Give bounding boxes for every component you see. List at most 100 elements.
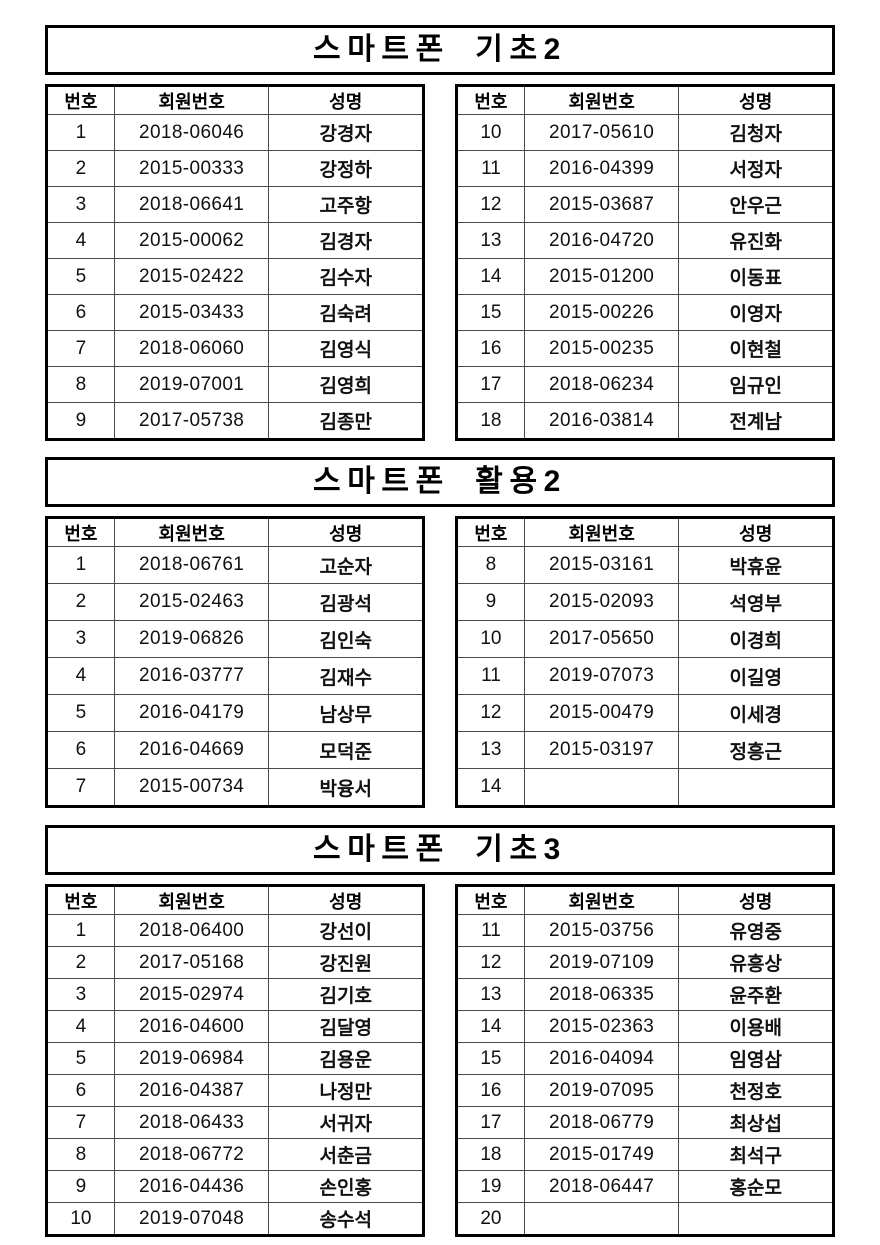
cell-number: 12: [456, 946, 525, 979]
table-row: 6 2016-04669 모덕준: [46, 731, 424, 769]
table-row: 9 2017-05738 김종만: [46, 402, 424, 440]
section-basic-3: 스마트폰 기초3 번호 회원번호 성명 1 2018-06400 강선이 2 2017-051…: [45, 825, 835, 1237]
section-title: 스마트폰 기초2: [45, 25, 835, 75]
cell-number: 19: [456, 1170, 525, 1203]
cell-member-id: 2015-00235: [523, 330, 680, 367]
cell-name: 서정자: [678, 150, 834, 187]
cell-name: 모덕준: [268, 731, 424, 769]
cell-number: 20: [456, 1202, 525, 1236]
table-row: 10 2019-07048 송수석: [46, 1202, 424, 1236]
cell-name: 고주항: [268, 186, 424, 223]
cell-number: 9: [46, 1170, 115, 1203]
table-row: 3 2018-06641 고주항: [46, 186, 424, 223]
cell-name: 정흥근: [678, 731, 834, 769]
cell-member-id: 2019-07073: [523, 657, 680, 695]
cell-name: 김용운: [268, 1042, 424, 1075]
cell-name: 서귀자: [268, 1106, 424, 1139]
cell-name: 임영삼: [678, 1042, 834, 1075]
cell-number: 18: [456, 1138, 525, 1171]
table-row: 7 2015-00734 박융서: [46, 768, 424, 807]
cell-member-id: [523, 1202, 680, 1236]
cell-number: 8: [456, 546, 525, 584]
cell-member-id: 2016-04387: [113, 1074, 270, 1107]
cell-member-id: 2019-07109: [523, 946, 680, 979]
cell-name: 강선이: [268, 914, 424, 947]
cell-name: 박융서: [268, 768, 424, 807]
cell-number: 17: [456, 366, 525, 403]
tables-row: 번호 회원번호 성명 1 2018-06400 강선이 2 2017-05168 강진원 3 201…: [45, 884, 835, 1237]
header-cell: 번호: [46, 885, 115, 915]
cell-name: 임규인: [678, 366, 834, 403]
cell-name: 홍순모: [678, 1170, 834, 1203]
cell-number: 12: [456, 186, 525, 223]
section-advanced-2: 스마트폰 활용2 번호 회원번호 성명 1 2018-06761 고순자 2 2015-024…: [45, 457, 835, 808]
cell-number: 13: [456, 222, 525, 259]
table-row: 2 2015-00333 강정하: [46, 150, 424, 187]
cell-name: 석영부: [678, 583, 834, 621]
table-row: 10 2017-05610 김청자: [456, 114, 834, 151]
cell-name: 고순자: [268, 546, 424, 584]
cell-member-id: 2018-06779: [523, 1106, 680, 1139]
cell-number: 2: [46, 583, 115, 621]
table-row: 1 2018-06400 강선이: [46, 914, 424, 947]
cell-number: 10: [456, 620, 525, 658]
table-row: 9 2016-04436 손인홍: [46, 1170, 424, 1203]
header-row: 번호 회원번호 성명: [46, 85, 424, 115]
cell-name: 김수자: [268, 258, 424, 295]
cell-name: 안우근: [678, 186, 834, 223]
table-row: 2 2017-05168 강진원: [46, 946, 424, 979]
cell-member-id: 2018-06046: [113, 114, 270, 151]
cell-member-id: 2019-06826: [113, 620, 270, 658]
cell-name: 전계남: [678, 402, 834, 440]
cell-member-id: 2015-00734: [113, 768, 270, 807]
cell-member-id: 2019-06984: [113, 1042, 270, 1075]
cell-name: 김경자: [268, 222, 424, 259]
cell-member-id: 2018-06641: [113, 186, 270, 223]
cell-number: 6: [46, 1074, 115, 1107]
table-row: 5 2015-02422 김수자: [46, 258, 424, 295]
cell-member-id: 2016-04669: [113, 731, 270, 769]
table-row: 14: [456, 768, 834, 807]
cell-member-id: 2016-04094: [523, 1042, 680, 1075]
cell-number: 4: [46, 222, 115, 259]
cell-member-id: 2015-03433: [113, 294, 270, 331]
table-row: 5 2019-06984 김용운: [46, 1042, 424, 1075]
cell-name: [678, 768, 834, 807]
table-row: 4 2016-03777 김재수: [46, 657, 424, 695]
table-row: 8 2018-06772 서춘금: [46, 1138, 424, 1171]
cell-member-id: 2018-06761: [113, 546, 270, 584]
header-cell: 성명: [268, 85, 424, 115]
header-cell: 번호: [456, 85, 525, 115]
cell-number: 15: [456, 1042, 525, 1075]
cell-member-id: 2016-03814: [523, 402, 680, 440]
cell-number: 1: [46, 546, 115, 584]
table-row: 4 2015-00062 김경자: [46, 222, 424, 259]
table-row: 2 2015-02463 김광석: [46, 583, 424, 621]
table-row: 4 2016-04600 김달영: [46, 1010, 424, 1043]
table-row: 11 2019-07073 이길영: [456, 657, 834, 695]
cell-member-id: 2017-05168: [113, 946, 270, 979]
cell-name: 김인숙: [268, 620, 424, 658]
header-cell: 회원번호: [523, 885, 680, 915]
cell-name: 이길영: [678, 657, 834, 695]
cell-number: 8: [46, 366, 115, 403]
table-row: 3 2019-06826 김인숙: [46, 620, 424, 658]
table-row: 18 2015-01749 최석구: [456, 1138, 834, 1171]
cell-name: 이현철: [678, 330, 834, 367]
cell-name: 송수석: [268, 1202, 424, 1236]
cell-number: 6: [46, 294, 115, 331]
cell-member-id: 2017-05738: [113, 402, 270, 440]
cell-number: 14: [456, 1010, 525, 1043]
table-row: 15 2015-00226 이영자: [456, 294, 834, 331]
member-table-right: 번호 회원번호 성명 10 2017-05610 김청자 11 2016-04399 서정자 12…: [455, 84, 835, 441]
cell-member-id: 2019-07001: [113, 366, 270, 403]
cell-number: 10: [46, 1202, 115, 1236]
cell-number: 17: [456, 1106, 525, 1139]
cell-number: 7: [46, 1106, 115, 1139]
cell-member-id: 2016-03777: [113, 657, 270, 695]
section-title: 스마트폰 활용2: [45, 457, 835, 507]
cell-name: 김재수: [268, 657, 424, 695]
cell-number: 5: [46, 258, 115, 295]
table-row: 16 2019-07095 천정호: [456, 1074, 834, 1107]
cell-name: 나정만: [268, 1074, 424, 1107]
